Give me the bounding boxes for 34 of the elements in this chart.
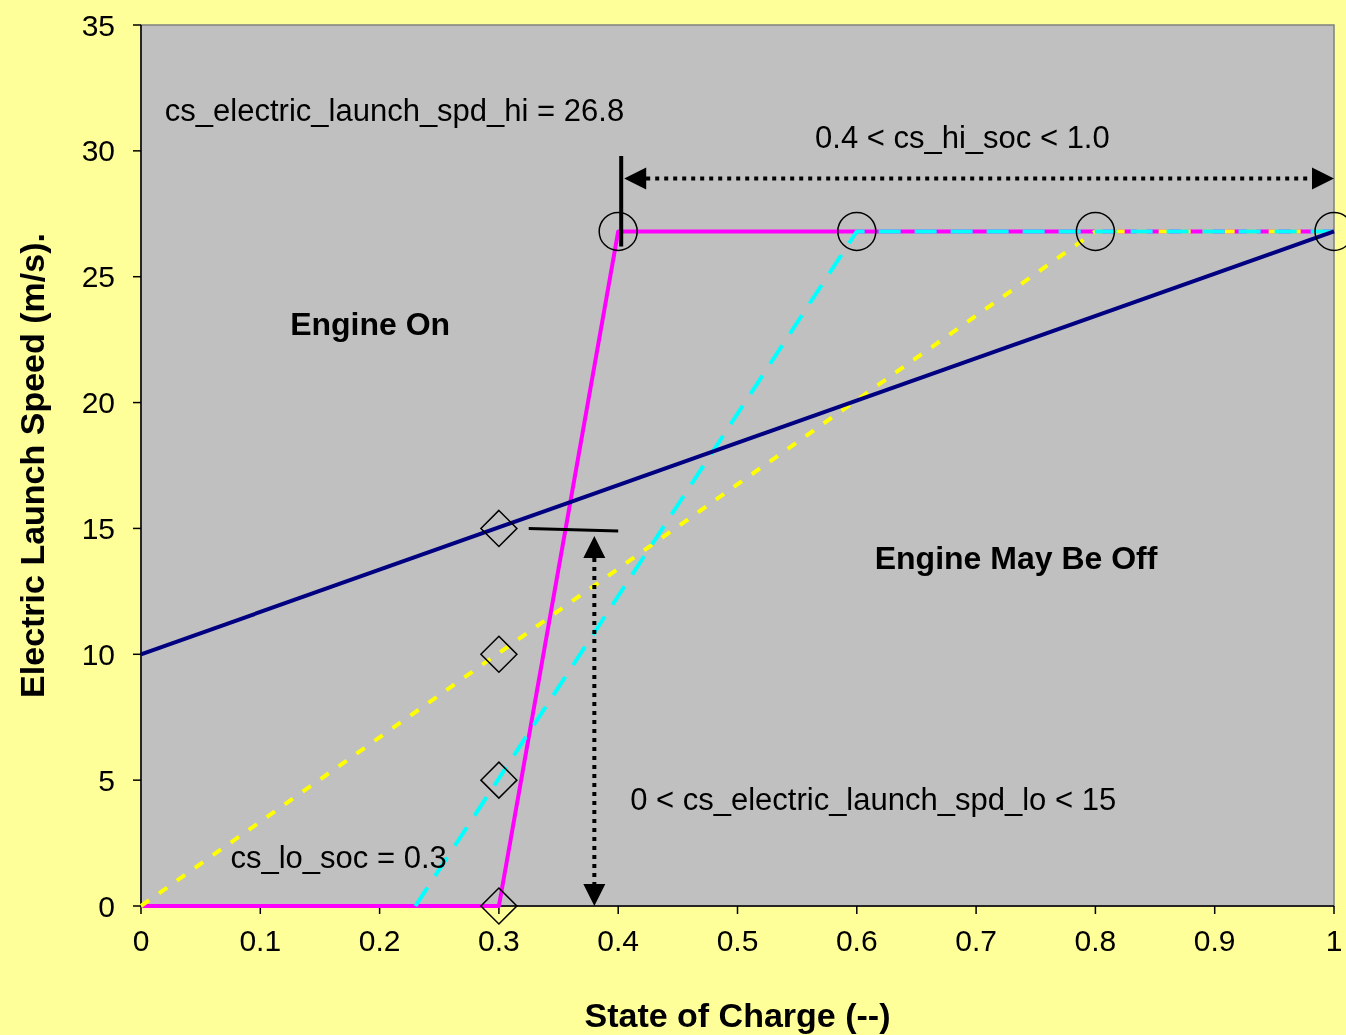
x-tick-label: 0.7 (955, 924, 997, 957)
point (480, 761, 518, 799)
point (1075, 211, 1116, 252)
x-axis-title: State of Charge (--) (584, 996, 891, 1034)
x-tick-label: 0.1 (239, 924, 282, 957)
x-tick-label: 0.9 (1193, 924, 1236, 957)
y-tick-label: 15 (81, 511, 115, 545)
y-tick-label: 30 (81, 134, 115, 168)
x-tick-label: 1 (1325, 924, 1343, 957)
x-tick-label: 0.4 (597, 924, 640, 957)
point (480, 509, 518, 548)
point (837, 211, 877, 252)
annotation: cs_electric_launch_spd_hi = 26.8 (164, 92, 625, 128)
x-tick-label: 0.2 (358, 924, 401, 957)
annotation: Engine On (290, 305, 451, 342)
x-tick-label: 0.3 (478, 924, 520, 957)
y-axis-title: Electric Launch Speed (m/s). (13, 233, 51, 698)
annotation: cs_lo_soc = 0.3 (230, 840, 447, 876)
annotation: 0.4 < cs_hi_soc < 1.0 (815, 120, 1110, 156)
y-tick-label: 10 (81, 637, 115, 671)
x-tick-label: 0.8 (1074, 924, 1117, 957)
point (598, 211, 638, 252)
y-tick-label: 25 (81, 260, 115, 294)
point (480, 635, 518, 674)
annotation: Engine May Be Off (874, 539, 1158, 576)
y-tick-label: 0 (98, 889, 115, 923)
x-tick-label: 0 (132, 924, 150, 957)
x-tick-label: 0.5 (716, 924, 759, 957)
annotation: 0 < cs_electric_launch_spd_lo < 15 (630, 782, 1117, 818)
point (480, 887, 518, 925)
y-tick-label: 20 (81, 386, 115, 420)
y-tick-label: 5 (98, 763, 115, 797)
y-tick-label: 35 (81, 8, 115, 42)
x-tick-label: 0.6 (835, 924, 878, 957)
